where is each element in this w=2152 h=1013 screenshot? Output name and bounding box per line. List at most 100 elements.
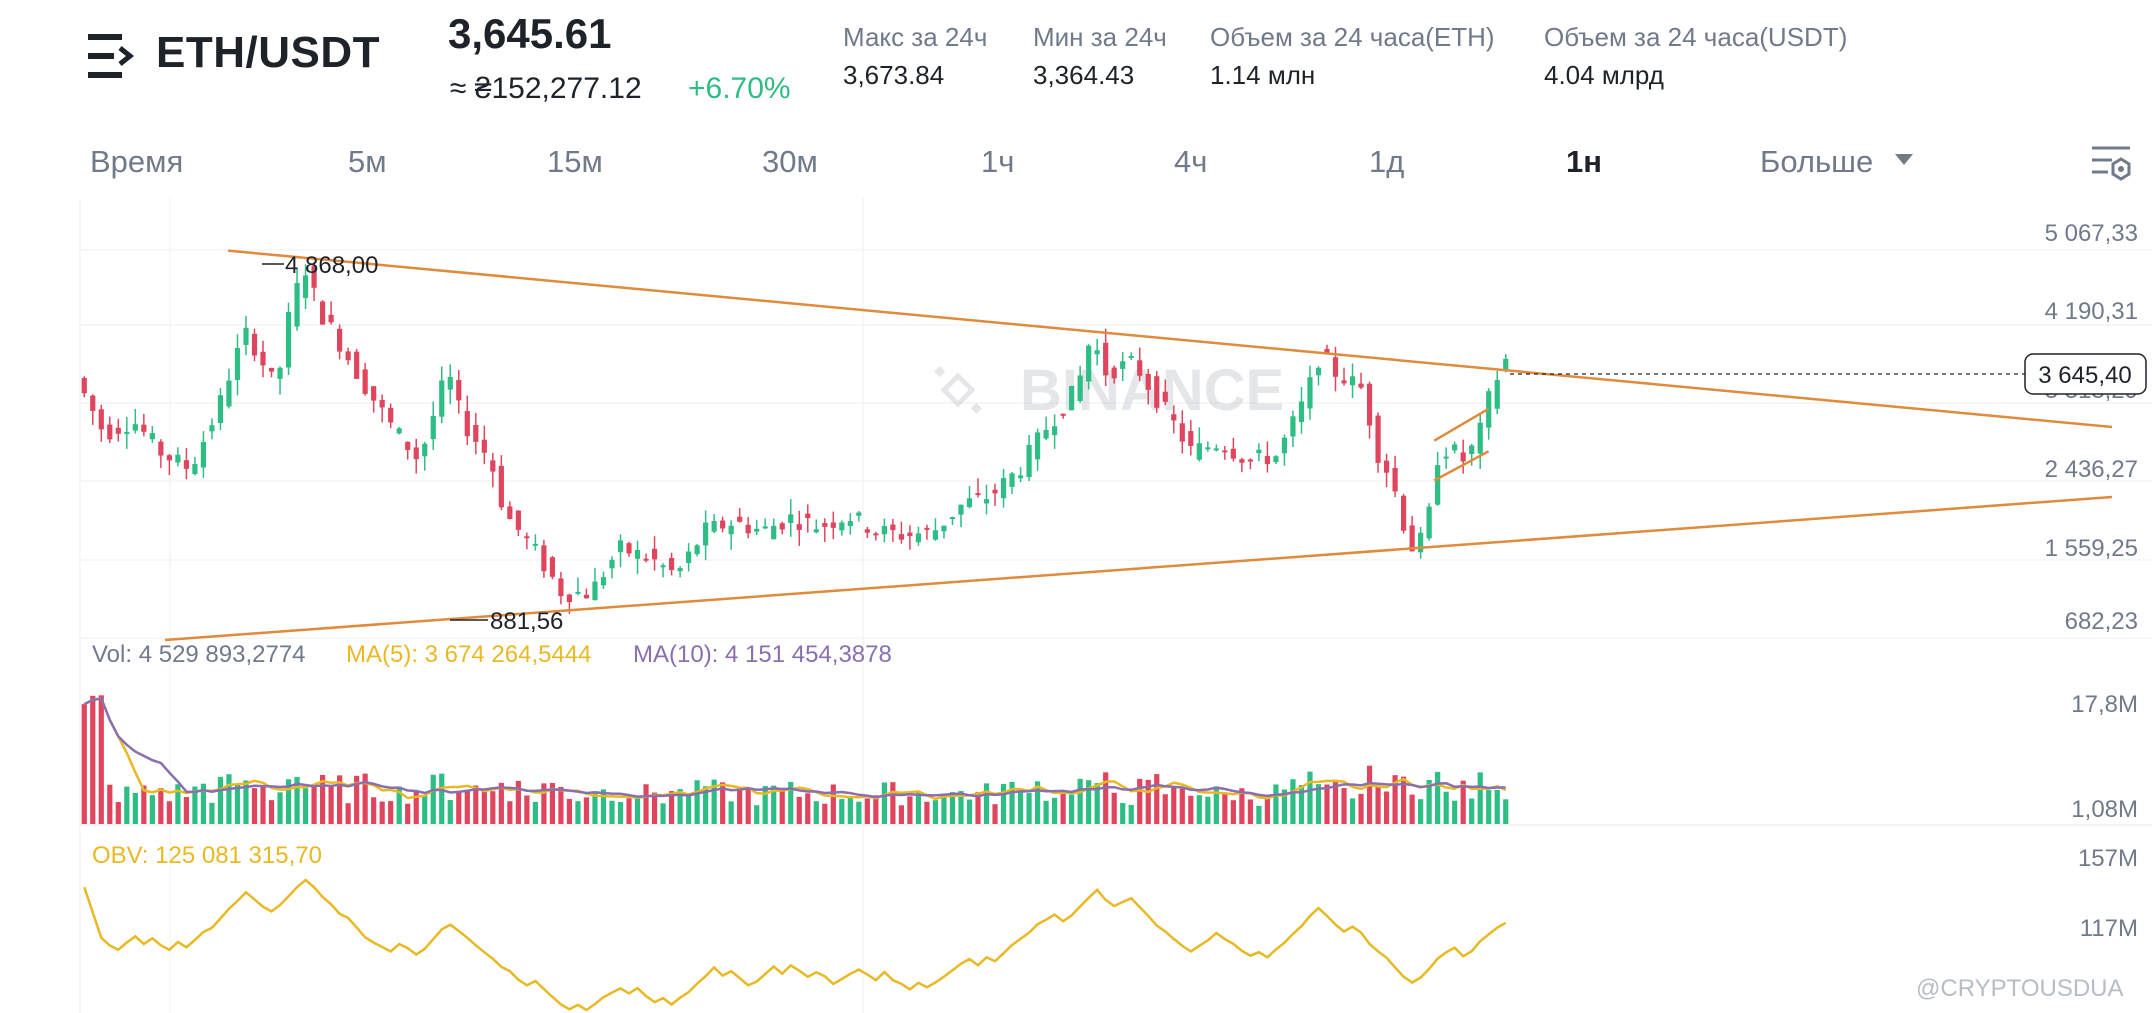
- obv-axis-label: 117M: [2080, 915, 2138, 942]
- caret-down-icon[interactable]: [1895, 154, 1913, 165]
- volume-bar: [813, 801, 819, 824]
- volume-bar: [447, 800, 453, 824]
- candle-body: [1426, 506, 1432, 539]
- volume-bar: [209, 802, 215, 824]
- tab-time[interactable]: Время: [90, 144, 184, 179]
- candle-body: [1103, 342, 1109, 376]
- volume-bar: [532, 801, 538, 824]
- volume-bar: [1443, 791, 1449, 824]
- pair-title[interactable]: ETH/USDT: [156, 28, 380, 77]
- candle-body: [668, 557, 675, 571]
- candle-body: [1460, 452, 1466, 462]
- candle-body: [124, 431, 130, 434]
- candle-body: [830, 522, 836, 528]
- candle-body: [677, 568, 683, 572]
- candle-body: [107, 424, 113, 440]
- candle-body: [626, 543, 632, 554]
- tab-1w[interactable]: 1н: [1566, 144, 1602, 179]
- candle-body: [251, 333, 258, 356]
- volume-bar: [754, 805, 760, 824]
- candle-body: [1205, 447, 1211, 450]
- volume-bar: [1213, 786, 1219, 824]
- volume-bar: [1000, 783, 1007, 824]
- volume-bar: [226, 774, 232, 824]
- volume-bar: [132, 792, 138, 824]
- tab-1h[interactable]: 1ч: [981, 144, 1015, 179]
- candle-body: [1349, 376, 1356, 386]
- candle-body: [771, 525, 777, 540]
- volume-bar: [1460, 780, 1466, 824]
- candle-body: [1341, 380, 1347, 384]
- volume-bar: [686, 796, 692, 824]
- volume-bar: [796, 796, 802, 824]
- volume-bar: [192, 786, 198, 824]
- volume-bar: [822, 803, 828, 824]
- volume-bar: [158, 788, 164, 824]
- candle-body: [575, 591, 581, 594]
- price-change: +6.70%: [688, 72, 791, 105]
- volume-bar: [720, 782, 726, 824]
- candle-body: [1435, 465, 1441, 505]
- volume-bar: [430, 774, 436, 824]
- candle-body: [498, 465, 504, 508]
- volume-bar: [507, 801, 513, 824]
- volume-bar: [141, 785, 147, 824]
- tab-5m[interactable]: 5м: [348, 144, 387, 179]
- tab-30m[interactable]: 30м: [762, 144, 818, 179]
- volume-bar: [200, 783, 207, 824]
- candle-body: [158, 441, 164, 456]
- volume-bar: [541, 783, 547, 824]
- candle-body: [1494, 380, 1500, 409]
- volume-bar: [779, 787, 785, 824]
- menu-icon[interactable]: [88, 32, 135, 80]
- volume-bar: [464, 789, 470, 824]
- candle-body: [226, 380, 232, 407]
- volume-bar: [277, 792, 283, 824]
- candle-body: [1401, 495, 1407, 531]
- volume-bar: [949, 792, 956, 824]
- candle-body: [924, 527, 930, 530]
- candle-body: [1315, 367, 1322, 376]
- candle-body: [1213, 448, 1219, 451]
- candle-body: [1298, 401, 1305, 423]
- candle-body: [1307, 377, 1313, 409]
- volume-bar: [1094, 783, 1100, 824]
- candle-body: [90, 395, 96, 411]
- stat-high-value: 3,673.84: [843, 60, 945, 90]
- candle-body: [1171, 414, 1177, 421]
- candle-body: [1452, 444, 1458, 451]
- tab-1d[interactable]: 1д: [1369, 144, 1405, 179]
- candle-body: [975, 493, 981, 496]
- candle-body: [703, 522, 709, 546]
- volume-bar: [294, 776, 300, 824]
- candle-body: [881, 525, 887, 535]
- volume-bar: [1162, 794, 1168, 824]
- candle-body: [277, 367, 283, 379]
- volume-bar: [1264, 798, 1271, 824]
- tab-4h[interactable]: 4ч: [1174, 144, 1208, 179]
- candle-body: [847, 521, 853, 527]
- candle-body: [1324, 348, 1330, 354]
- candle-body: [337, 328, 343, 352]
- candle-body: [1120, 361, 1126, 369]
- candle-body: [1375, 415, 1381, 463]
- stat-vol-usdt-label: Объем за 24 часа(USDT): [1544, 22, 1848, 52]
- chart-settings-icon[interactable]: [2090, 142, 2132, 184]
- tab-more[interactable]: Больше: [1760, 144, 1874, 179]
- price-axis: 5 067,334 190,313 313,292 436,271 559,25…: [2045, 220, 2138, 635]
- tab-15m[interactable]: 15м: [547, 144, 603, 179]
- candle-body: [788, 514, 794, 523]
- candle-body: [98, 409, 104, 430]
- stat-vol-eth-value: 1.14 млн: [1210, 60, 1316, 90]
- candle-body: [1086, 345, 1092, 382]
- candle-body: [805, 513, 811, 519]
- volume-panel: 17,8M 1,08M: [81, 691, 2138, 824]
- candle-body: [634, 549, 641, 559]
- volume-bar: [1069, 794, 1075, 824]
- candle-body: [1026, 444, 1032, 478]
- volume-bar: [583, 797, 590, 824]
- candle-body: [413, 447, 419, 460]
- candle-body: [651, 548, 658, 560]
- stat-low-label: Мин за 24ч: [1033, 22, 1167, 52]
